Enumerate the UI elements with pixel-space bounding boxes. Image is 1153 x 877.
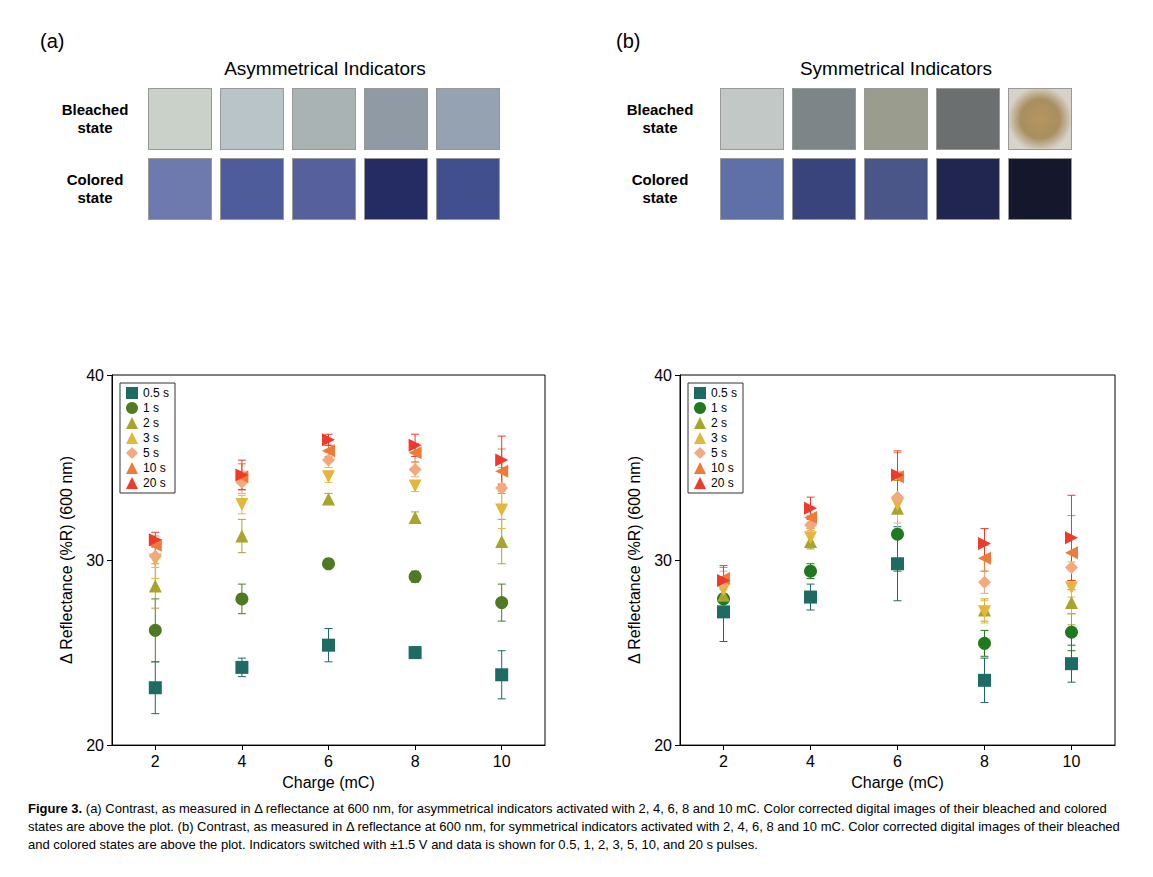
svg-text:40: 40 bbox=[86, 367, 104, 384]
svg-text:6: 6 bbox=[893, 753, 902, 770]
svg-text:5 s: 5 s bbox=[711, 446, 727, 460]
svg-text:2 s: 2 s bbox=[143, 416, 159, 430]
html-text:Colored state: Colored state bbox=[631, 171, 689, 206]
html-text:(b): (b) bbox=[616, 30, 641, 52]
svg-text:10 s: 10 s bbox=[143, 461, 166, 475]
html-text:Bleached state: Bleached state bbox=[626, 101, 694, 136]
html-text:Asymmetrical Indicators: Asymmetrical Indicators bbox=[224, 58, 426, 79]
html-text:Symmetrical Indicators: Symmetrical Indicators bbox=[799, 58, 993, 79]
svg-text:0.5 s: 0.5 s bbox=[711, 386, 737, 400]
svg-text:Charge (mC): Charge (mC) bbox=[282, 774, 374, 791]
svg-text:8: 8 bbox=[411, 753, 420, 770]
svg-text:4: 4 bbox=[237, 753, 246, 770]
html-text:Bleached state: Bleached state bbox=[61, 101, 129, 136]
html-text:(a): (a) bbox=[40, 30, 65, 52]
svg-text:5 s: 5 s bbox=[143, 446, 159, 460]
svg-text:1 s: 1 s bbox=[711, 401, 727, 415]
svg-text:10: 10 bbox=[493, 753, 511, 770]
svg-text:20: 20 bbox=[654, 737, 672, 754]
svg-text:2 s: 2 s bbox=[711, 416, 727, 430]
svg-text:20 s: 20 s bbox=[711, 476, 734, 490]
svg-text:0.5 s: 0.5 s bbox=[143, 386, 169, 400]
svg-text:3 s: 3 s bbox=[711, 431, 727, 445]
svg-text:20: 20 bbox=[86, 737, 104, 754]
svg-text:40: 40 bbox=[654, 367, 672, 384]
svg-text:Δ Reflectance (%R) (600 nm): Δ Reflectance (%R) (600 nm) bbox=[58, 456, 75, 664]
html-text:Figure 3. (a) Contrast, as mea: Figure 3. (a) Contrast, as measured in Δ… bbox=[28, 801, 1120, 852]
svg-text:30: 30 bbox=[86, 552, 104, 569]
svg-text:3 s: 3 s bbox=[143, 431, 159, 445]
html-text:Colored state: Colored state bbox=[66, 171, 124, 206]
svg-text:1 s: 1 s bbox=[143, 401, 159, 415]
svg-text:8: 8 bbox=[980, 753, 989, 770]
svg-text:2: 2 bbox=[151, 753, 160, 770]
svg-text:2: 2 bbox=[719, 753, 728, 770]
svg-text:6: 6 bbox=[324, 753, 333, 770]
svg-text:Δ Reflectance (%R) (600 nm): Δ Reflectance (%R) (600 nm) bbox=[626, 456, 643, 664]
svg-text:20 s: 20 s bbox=[143, 476, 166, 490]
svg-text:4: 4 bbox=[806, 753, 815, 770]
svg-text:Charge (mC): Charge (mC) bbox=[851, 774, 943, 791]
svg-text:10: 10 bbox=[1063, 753, 1081, 770]
svg-text:10 s: 10 s bbox=[711, 461, 734, 475]
svg-text:30: 30 bbox=[654, 552, 672, 569]
